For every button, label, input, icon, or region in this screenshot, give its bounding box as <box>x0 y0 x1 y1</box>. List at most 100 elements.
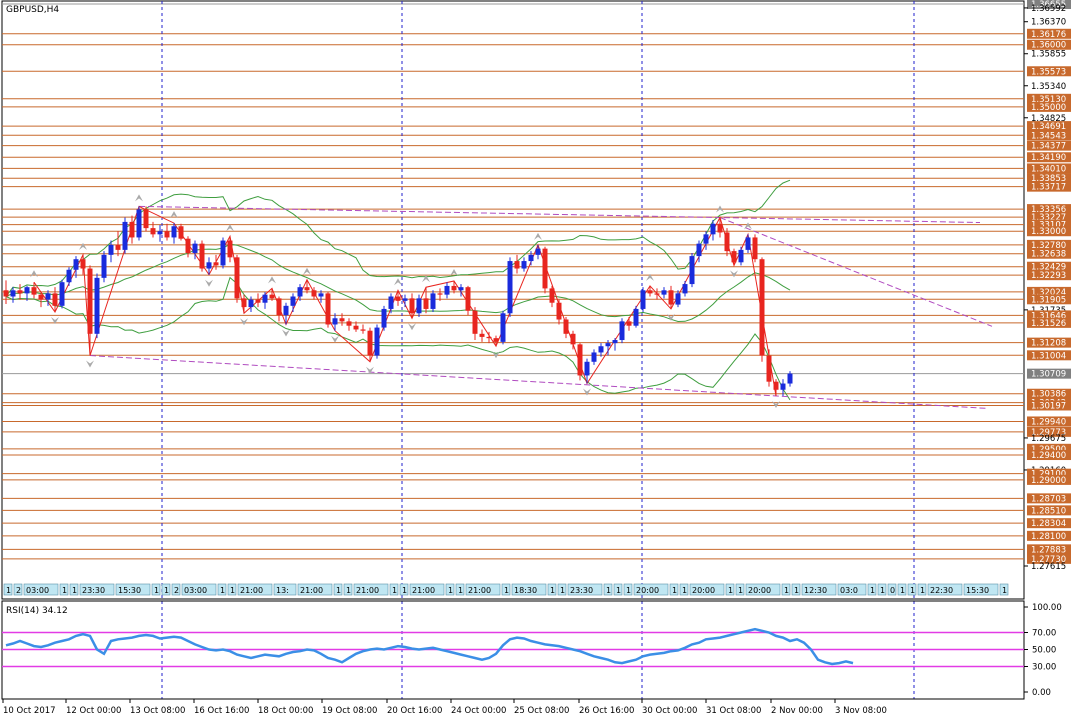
time-label: 25 Oct 08:00 <box>514 706 569 716</box>
event-label: 13: <box>276 586 289 595</box>
candle-body <box>752 237 758 260</box>
event-label: 1 <box>560 586 565 595</box>
event-marker <box>999 583 1009 596</box>
price-label: 1.29675 <box>1031 434 1066 444</box>
candle-body <box>388 296 394 309</box>
fractal-down-marker <box>282 329 290 337</box>
event-label: 2 <box>174 586 179 595</box>
rsi-axis-label: 50.00 <box>1032 646 1056 656</box>
event-marker <box>409 583 445 596</box>
time-label: 26 Oct 16:00 <box>579 706 634 716</box>
candle-body <box>647 290 653 294</box>
trend-lines <box>89 205 993 409</box>
event-marker <box>3 583 13 596</box>
event-marker <box>603 583 613 596</box>
candle-body <box>150 228 156 235</box>
fractal-down-marker <box>408 323 416 331</box>
event-marker <box>907 583 917 596</box>
rsi-title: RSI(14) 34.12 <box>6 606 68 616</box>
price-label: 1.36592 <box>1031 4 1066 14</box>
price-panel[interactable] <box>1 0 1025 600</box>
event-label: 1 <box>550 586 555 595</box>
event-label: 21:00 <box>468 586 491 595</box>
price-label-box <box>1027 204 1071 215</box>
fractal-up-marker <box>30 270 38 278</box>
candle-body <box>283 305 289 316</box>
fractal-down-marker <box>51 317 59 325</box>
candle-body <box>220 240 226 266</box>
event-marker <box>273 583 297 596</box>
event-marker <box>725 583 735 596</box>
event-marker <box>887 583 897 596</box>
fractal-down-marker <box>667 313 675 321</box>
candlesticks <box>3 206 793 396</box>
time-label: 10 Oct 2017 <box>3 706 56 716</box>
price-label: 1.30386 <box>1031 390 1066 400</box>
fractal-up-marker <box>79 242 87 250</box>
candle-body <box>255 299 261 303</box>
price-label-box <box>1027 101 1071 112</box>
event-label: 1 <box>616 586 621 595</box>
event-label: 1 <box>230 586 235 595</box>
candle-body <box>668 290 674 305</box>
event-label: 1 <box>672 586 677 595</box>
rsi-axis-label: 70.00 <box>1032 629 1056 639</box>
candle-body <box>276 298 282 316</box>
fractal-up-marker <box>534 232 542 240</box>
event-strip: 1 2 03:00 1 1 23:30 15:30 1 1 2 03:00 1 1 21:00 13: 21:… <box>3 583 1009 596</box>
event-marker <box>445 583 455 596</box>
event-marker <box>13 583 23 596</box>
price-label: 1.35340 <box>1031 82 1066 92</box>
event-label: 1 <box>402 586 407 595</box>
event-label: 23:30 <box>82 586 105 595</box>
candle-body <box>353 325 359 330</box>
candle-body <box>346 321 352 326</box>
event-marker <box>353 583 389 596</box>
candle-body <box>367 330 373 356</box>
price-label: 1.29500 <box>1031 445 1066 455</box>
candle-body <box>542 248 548 289</box>
candle-body <box>52 293 58 306</box>
price-label-box <box>1027 443 1071 454</box>
event-marker <box>897 583 907 596</box>
event-marker <box>791 583 801 596</box>
price-label: 1.28304 <box>1031 519 1066 529</box>
rsi-axis-label: 30.00 <box>1032 663 1056 673</box>
period-separators <box>161 1 915 699</box>
candle-body <box>640 290 646 309</box>
price-label: 1.33356 <box>1031 205 1066 215</box>
price-label: 1.34691 <box>1031 122 1066 132</box>
event-marker <box>333 583 343 596</box>
candle-body <box>136 209 142 238</box>
fractal-markers <box>30 194 780 408</box>
time-label: 2 Nov 00:00 <box>771 706 823 716</box>
price-label-box <box>1027 286 1071 297</box>
fractal-down-marker <box>86 360 94 368</box>
event-label: 1 <box>164 586 169 595</box>
bands-lower-line <box>5 276 791 401</box>
time-label: 20 Oct 16:00 <box>387 706 442 716</box>
price-label-box <box>1027 505 1071 516</box>
candle-body <box>661 290 667 295</box>
price-label-box <box>1027 39 1071 50</box>
candle-body <box>654 293 660 295</box>
price-label: 1.33853 <box>1031 174 1066 184</box>
candle-body <box>31 287 37 295</box>
candle-body <box>766 355 772 382</box>
candle-body <box>570 333 576 345</box>
price-label: 1.33000 <box>1031 227 1066 237</box>
candle-body <box>171 226 177 238</box>
candle-body <box>689 256 695 285</box>
price-label-box <box>1027 173 1071 184</box>
fractal-up-marker <box>170 211 178 219</box>
candle-body <box>430 293 436 309</box>
candle-body <box>360 329 366 331</box>
event-marker <box>399 583 409 596</box>
candle-body <box>437 293 443 295</box>
event-label: 1 <box>880 586 885 595</box>
event-marker <box>613 583 623 596</box>
price-label: 1.29100 <box>1031 470 1066 480</box>
